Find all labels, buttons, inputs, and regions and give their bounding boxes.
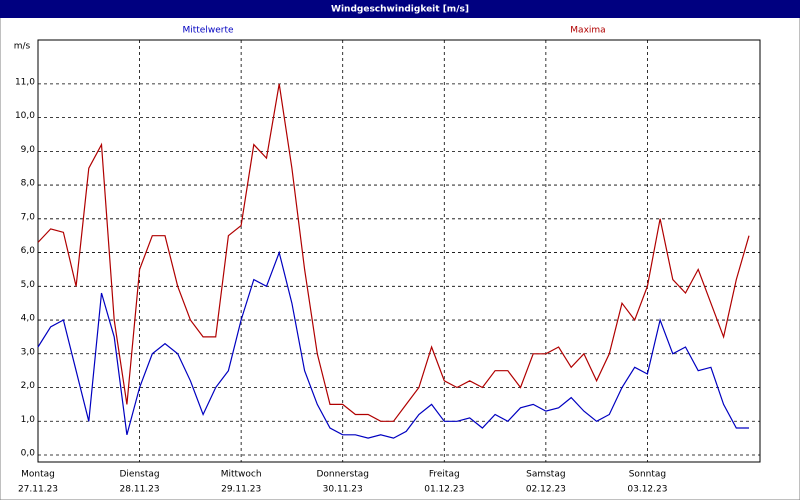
- x-tick-label: Freitag: [429, 470, 460, 480]
- y-tick-label: 5,0: [21, 280, 36, 290]
- y-tick-label: 11,0: [15, 77, 35, 87]
- y-tick-label: 9,0: [21, 145, 36, 155]
- x-tick-date: 29.11.23: [221, 485, 261, 495]
- x-tick-date: 01.12.23: [424, 485, 464, 495]
- y-tick-label: 4,0: [21, 314, 36, 324]
- x-tick-label: Sonntag: [629, 470, 666, 480]
- x-tick-date: 28.11.23: [120, 485, 160, 495]
- data-line: [37, 83, 750, 422]
- y-tick-label: 8,0: [21, 179, 36, 189]
- x-tick-label: Dienstag: [120, 470, 160, 480]
- y-axis-label: m/s: [14, 42, 31, 52]
- x-tick-label: Mittwoch: [221, 470, 262, 480]
- y-tick-label: 6,0: [21, 246, 36, 256]
- y-tick-label: 0,0: [21, 449, 36, 459]
- plot-border: [37, 39, 761, 463]
- y-tick-label: 7,0: [21, 212, 36, 222]
- y-tick-label: 10,0: [15, 111, 35, 121]
- x-tick-date: 27.11.23: [18, 485, 58, 495]
- x-tick-date: 03.12.23: [627, 485, 667, 495]
- x-tick-date: 02.12.23: [526, 485, 566, 495]
- chart-title: Windgeschwindigkeit [m/s]: [331, 5, 469, 15]
- legend-label: Mittelwerte: [182, 26, 233, 36]
- legend-label: Maxima: [570, 26, 605, 36]
- x-tick-date: 30.11.23: [323, 485, 363, 495]
- y-tick-label: 1,0: [21, 415, 36, 425]
- y-tick-label: 3,0: [21, 347, 36, 357]
- x-tick-label: Samstag: [526, 470, 565, 480]
- x-tick-label: Donnerstag: [316, 470, 369, 480]
- x-tick-label: Montag: [21, 470, 55, 480]
- data-line: [37, 250, 749, 439]
- title-bar: [0, 0, 800, 18]
- y-tick-label: 2,0: [21, 381, 36, 391]
